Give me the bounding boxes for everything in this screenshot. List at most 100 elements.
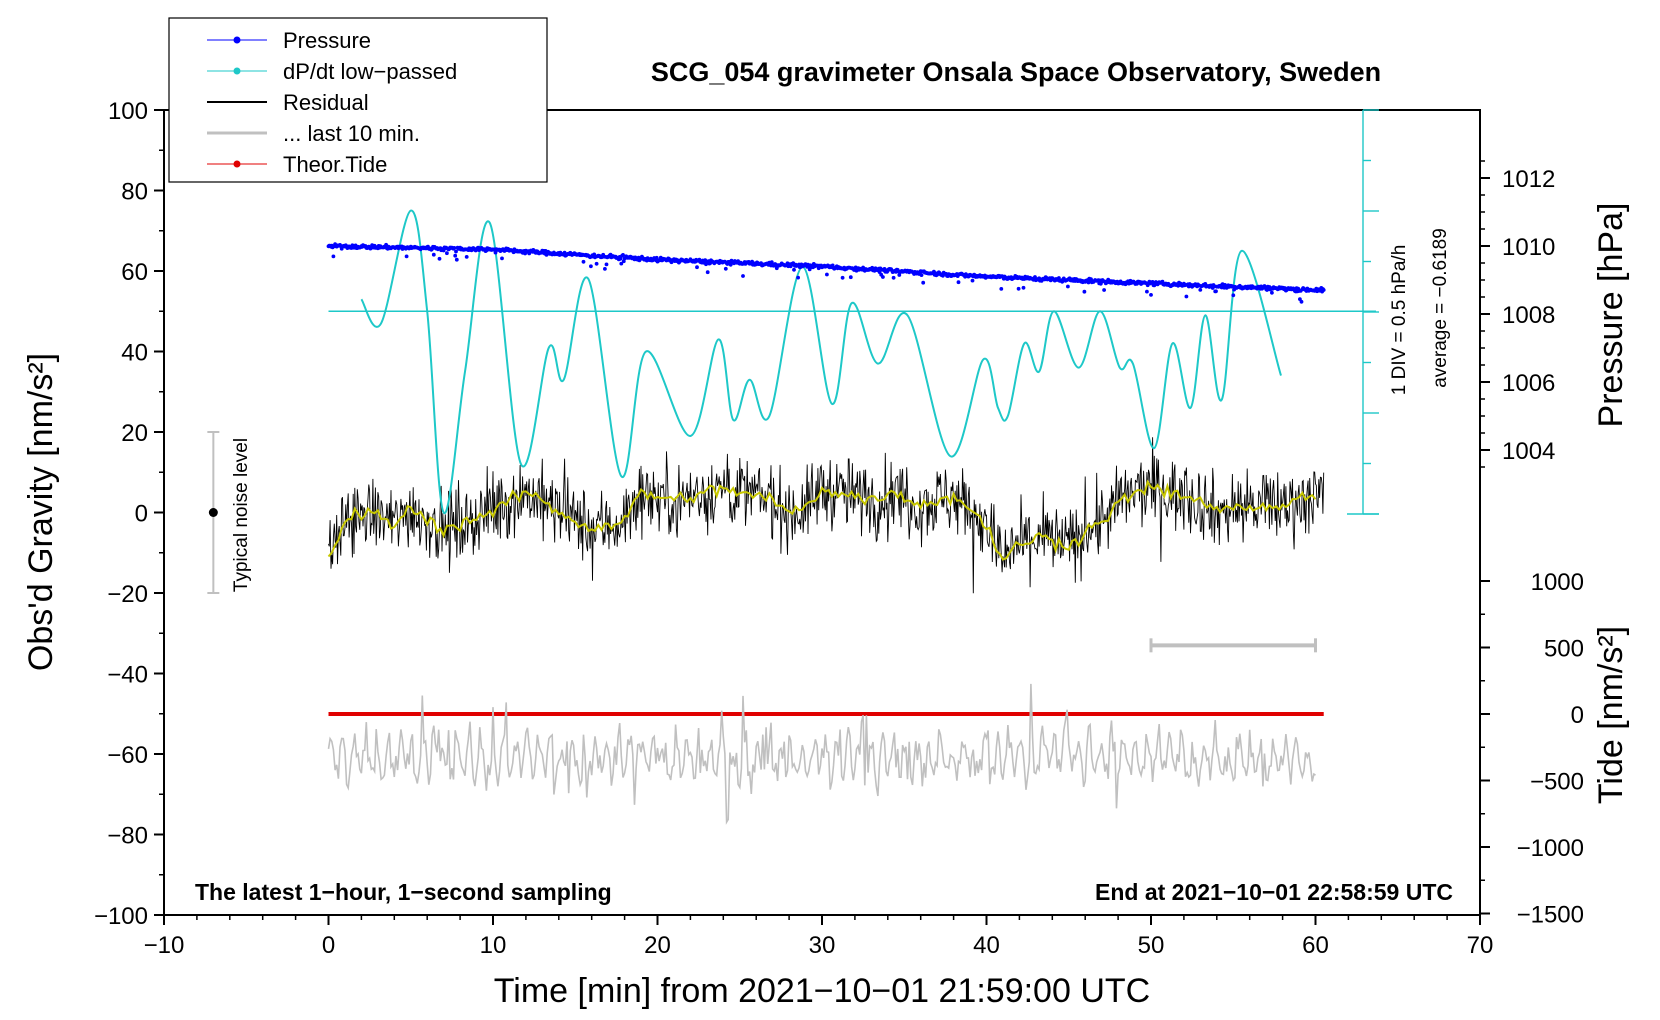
tide-tick-label: 500: [1544, 636, 1584, 663]
x-tick-label: 20: [644, 932, 671, 959]
y-tick-label-left: −20: [107, 581, 148, 608]
x-tick-label: 40: [973, 932, 1000, 959]
pressure-point: [796, 275, 800, 280]
pressure-point: [500, 256, 504, 261]
pressure-point: [1082, 289, 1087, 294]
tide-tick-label: −500: [1530, 769, 1584, 796]
pressure-point: [1016, 286, 1021, 291]
pressure-point: [1184, 294, 1189, 299]
pressure-point: [919, 273, 924, 277]
x-tick-label: 50: [1138, 932, 1165, 959]
legend-label-pressure: Pressure: [283, 28, 371, 53]
y-axis-title-tide: Tide [nm/s²]: [1592, 626, 1630, 804]
pressure-point: [604, 262, 609, 267]
pressure-point: [705, 270, 710, 275]
average-label: average = −0.6189: [1430, 228, 1451, 388]
pressure-point: [741, 274, 745, 278]
y-tick-label-left: −40: [107, 662, 148, 689]
x-tick-label: 60: [1302, 932, 1329, 959]
chart-title: SCG_054 gravimeter Onsala Space Observat…: [651, 57, 1381, 87]
y-tick-label-left: 60: [121, 259, 148, 286]
y-tick-label-left: −100: [94, 903, 148, 930]
pressure-point: [464, 255, 469, 259]
pressure-point: [1299, 299, 1304, 304]
pressure-point: [921, 280, 926, 285]
pressure-point: [1033, 275, 1037, 279]
tide-tick-label: −1000: [1517, 835, 1584, 862]
pressure-point: [454, 257, 459, 262]
tide-tick-label: 0: [1571, 702, 1584, 729]
div-scale-label: 1 DIV = 0.5 hPa/h: [1389, 245, 1410, 396]
pressure-point: [621, 253, 625, 257]
pressure-point: [728, 262, 733, 267]
y-tick-label-left: 40: [121, 340, 148, 367]
pressure-point: [1231, 293, 1236, 298]
pressure-point: [1149, 293, 1153, 297]
pressure-point: [452, 246, 457, 250]
last-10-min-series: [327, 683, 1316, 825]
annotation-bottom-left: The latest 1−hour, 1−second sampling: [195, 879, 612, 905]
dpdt-series: [360, 209, 1282, 514]
pressure-tick-label: 1004: [1502, 438, 1555, 465]
pressure-point: [1066, 284, 1070, 289]
pressure-point: [453, 253, 458, 258]
pressure-point: [618, 256, 623, 261]
y-tick-label-left: −80: [107, 823, 148, 850]
legend-label-dpdt: dP/dt low−passed: [283, 59, 457, 84]
pressure-point: [825, 272, 829, 277]
legend: Pressure dP/dt low−passed Residual ... l…: [168, 17, 548, 183]
x-axis-title: Time [min] from 2021−10−01 21:59:00 UTC: [494, 972, 1150, 1010]
pressure-point: [1270, 290, 1274, 295]
x-tick-label: −10: [144, 932, 185, 959]
legend-label-last10: ... last 10 min.: [283, 121, 420, 146]
y-tick-label-left: 0: [135, 501, 148, 528]
pressure-point: [619, 261, 624, 266]
pressure-point: [840, 275, 845, 280]
pressure-point: [1102, 288, 1106, 292]
pressure-point: [1021, 285, 1026, 290]
residual-smoothed-series: [327, 479, 1317, 561]
pressure-point: [807, 267, 812, 272]
pressure-point: [1321, 288, 1326, 292]
residual-series: [328, 437, 1325, 594]
pressure-point: [891, 275, 896, 280]
pressure-point: [1214, 289, 1218, 294]
legend-label-tide: Theor.Tide: [283, 152, 387, 177]
tide-tick-label: −1500: [1517, 902, 1584, 929]
y-axis-title-pressure: Pressure [hPa]: [1592, 203, 1630, 428]
pressure-point: [1145, 289, 1149, 294]
tide-tick-label: 1000: [1531, 569, 1584, 596]
pressure-point: [956, 280, 961, 285]
legend-marker-dpdt: [233, 67, 241, 75]
y-axis-title-gravity: Obs'd Gravity [nm/s²]: [22, 353, 60, 671]
pressure-point: [581, 259, 586, 264]
annotation-bottom-right: End at 2021−10−01 22:58:59 UTC: [1095, 879, 1453, 905]
y-tick-label-left: −60: [107, 742, 148, 769]
pressure-point: [792, 267, 796, 272]
pressure-point: [431, 252, 436, 257]
y-tick-label-left: 100: [108, 98, 148, 125]
pressure-point: [999, 287, 1004, 291]
legend-marker-pressure: [233, 36, 241, 44]
pressure-point: [589, 264, 593, 269]
x-tick-label: 0: [322, 932, 335, 959]
pressure-point: [454, 249, 458, 254]
pressure-point: [331, 254, 336, 259]
legend-marker-tide: [233, 160, 241, 168]
pressure-point: [970, 278, 975, 283]
pressure-tick-label: 1012: [1502, 166, 1555, 193]
legend-box: [168, 17, 548, 183]
y-tick-label-left: 80: [121, 179, 148, 206]
pressure-point: [445, 251, 449, 256]
legend-label-residual: Residual: [283, 90, 369, 115]
pressure-point: [1198, 288, 1203, 292]
noise-bar-center: [208, 508, 218, 517]
pressure-point: [437, 256, 442, 261]
pressure-tick-label: 1006: [1502, 370, 1555, 397]
x-tick-label: 10: [480, 932, 507, 959]
y-tick-label-left: 20: [121, 420, 148, 447]
noise-level-label: Typical noise level: [231, 438, 252, 592]
pressure-point: [594, 261, 599, 266]
pressure-point: [848, 275, 853, 280]
